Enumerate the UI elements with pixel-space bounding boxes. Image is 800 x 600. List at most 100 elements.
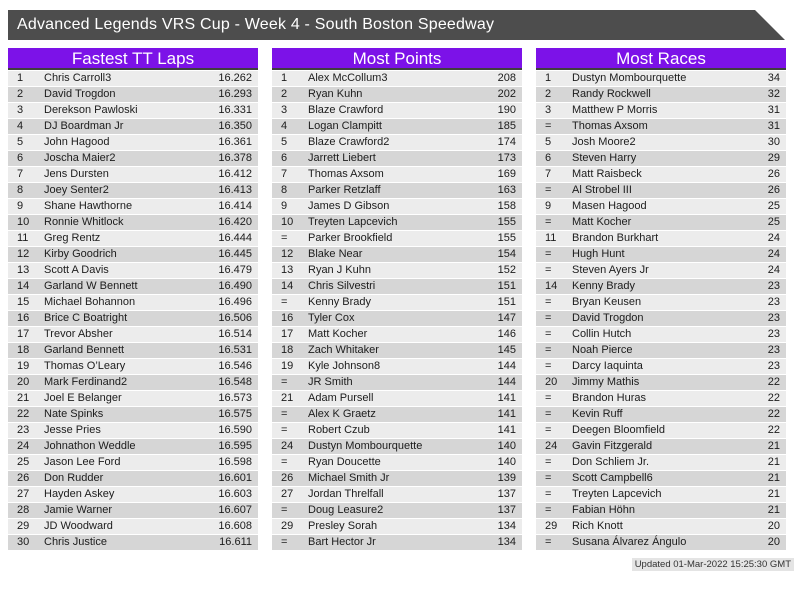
value-cell: 31: [767, 104, 780, 116]
value-cell: 134: [497, 536, 516, 548]
name-cell: Blaze Crawford: [308, 104, 384, 116]
rank-cell: 16: [281, 312, 294, 324]
name-cell: Joey Senter2: [44, 184, 109, 196]
name-cell: Steven Harry: [572, 152, 637, 164]
table-row: = Darcy Iaquinta 23: [536, 359, 786, 374]
value-cell: 151: [497, 280, 516, 292]
table-row: = Alex K Graetz 141: [272, 407, 522, 422]
rank-cell: 9: [281, 200, 288, 212]
rank-cell: =: [545, 472, 552, 484]
table-row: 16 Tyler Cox 147: [272, 311, 522, 326]
updated-timestamp: Updated 01-Mar-2022 15:25:30 GMT: [631, 558, 794, 571]
rank-cell: 3: [281, 104, 288, 116]
table-row: 14 Garland W Bennett 16.490: [8, 279, 258, 294]
table-row: = Noah Pierce 23: [536, 343, 786, 358]
value-cell: 21: [767, 488, 780, 500]
rank-cell: =: [281, 408, 288, 420]
name-cell: Kenny Brady: [308, 296, 371, 308]
name-cell: Joscha Maier2: [44, 152, 116, 164]
name-cell: Ryan Kuhn: [308, 88, 363, 100]
rank-cell: 29: [17, 520, 30, 532]
value-cell: 16.590: [218, 424, 252, 436]
table-row: 1 Dustyn Mombourquette 34: [536, 71, 786, 86]
value-cell: 16.413: [218, 184, 252, 196]
name-cell: Greg Rentz: [44, 232, 101, 244]
rank-cell: 2: [281, 88, 288, 100]
name-cell: Jordan Threlfall: [308, 488, 384, 500]
rank-cell: 12: [281, 248, 294, 260]
table-row: 2 David Trogdon 16.293: [8, 87, 258, 102]
rank-cell: 12: [17, 248, 30, 260]
name-cell: Hayden Askey: [44, 488, 115, 500]
value-cell: 21: [767, 504, 780, 516]
rank-cell: =: [281, 504, 288, 516]
table-row: 5 Josh Moore2 30: [536, 135, 786, 150]
value-cell: 16.603: [218, 488, 252, 500]
name-cell: Joel E Belanger: [44, 392, 122, 404]
rank-cell: =: [545, 120, 552, 132]
name-cell: Thomas Axsom: [308, 168, 384, 180]
table-row: 19 Thomas O’Leary 16.546: [8, 359, 258, 374]
table-row: 9 Shane Hawthorne 16.414: [8, 199, 258, 214]
leaderboard-most-points: Most Points 1 Alex McCollum3 208 2 Ryan Kuhn…: [272, 48, 522, 551]
value-cell: 23: [767, 360, 780, 372]
table-row: 14 Kenny Brady 23: [536, 279, 786, 294]
rank-cell: 5: [17, 136, 24, 148]
value-cell: 29: [767, 152, 780, 164]
table-row: 25 Jason Lee Ford 16.598: [8, 455, 258, 470]
name-cell: Doug Leasure2: [308, 504, 384, 516]
value-cell: 21: [767, 440, 780, 452]
value-cell: 16.548: [218, 376, 252, 388]
value-cell: 31: [767, 120, 780, 132]
name-cell: Hugh Hunt: [572, 248, 625, 260]
value-cell: 16.293: [218, 88, 252, 100]
name-cell: Alex K Graetz: [308, 408, 376, 420]
rank-cell: 30: [17, 536, 30, 548]
board-header-fastest-tt-laps: Fastest TT Laps: [8, 48, 258, 70]
name-cell: Jesse Pries: [44, 424, 101, 436]
table-row: 21 Adam Pursell 141: [272, 391, 522, 406]
value-cell: 24: [767, 248, 780, 260]
name-cell: Thomas O’Leary: [44, 360, 126, 372]
name-cell: Ryan Doucette: [308, 456, 381, 468]
rank-cell: =: [545, 504, 552, 516]
value-cell: 202: [497, 88, 516, 100]
table-row: 30 Chris Justice 16.611: [8, 535, 258, 550]
rank-cell: 1: [17, 72, 24, 84]
name-cell: Chris Silvestri: [308, 280, 376, 292]
rank-cell: =: [281, 424, 288, 436]
rank-cell: 10: [17, 216, 30, 228]
rank-cell: 28: [17, 504, 30, 516]
rank-cell: 4: [281, 120, 288, 132]
value-cell: 169: [497, 168, 516, 180]
table-row: = Deegen Bloomfield 22: [536, 423, 786, 438]
name-cell: Trevor Absher: [44, 328, 113, 340]
name-cell: Robert Czub: [308, 424, 370, 436]
name-cell: Bart Hector Jr: [308, 536, 376, 548]
rank-cell: 18: [17, 344, 30, 356]
rank-cell: 5: [545, 136, 552, 148]
name-cell: Matt Kocher: [572, 216, 632, 228]
name-cell: Chris Carroll3: [44, 72, 112, 84]
rank-cell: 24: [281, 440, 294, 452]
name-cell: Blaze Crawford2: [308, 136, 390, 148]
table-row: = Parker Brookfield 155: [272, 231, 522, 246]
rank-cell: =: [545, 344, 552, 356]
board-header-most-points: Most Points: [272, 48, 522, 70]
board-rows: 1 Dustyn Mombourquette 34 2 Randy Rockwell 32…: [536, 71, 786, 550]
table-row: 18 Zach Whitaker 145: [272, 343, 522, 358]
value-cell: 23: [767, 296, 780, 308]
name-cell: Logan Clampitt: [308, 120, 382, 132]
name-cell: Dustyn Mombourquette: [572, 72, 687, 84]
rank-cell: 27: [281, 488, 294, 500]
rank-cell: 9: [17, 200, 24, 212]
name-cell: Michael Bohannon: [44, 296, 136, 308]
value-cell: 16.546: [218, 360, 252, 372]
value-cell: 141: [497, 408, 516, 420]
name-cell: Jimmy Mathis: [572, 376, 640, 388]
board-header-most-races: Most Races: [536, 48, 786, 70]
rank-cell: 6: [281, 152, 288, 164]
value-cell: 154: [497, 248, 516, 260]
rank-cell: =: [545, 328, 552, 340]
table-row: = Fabian Höhn 21: [536, 503, 786, 518]
